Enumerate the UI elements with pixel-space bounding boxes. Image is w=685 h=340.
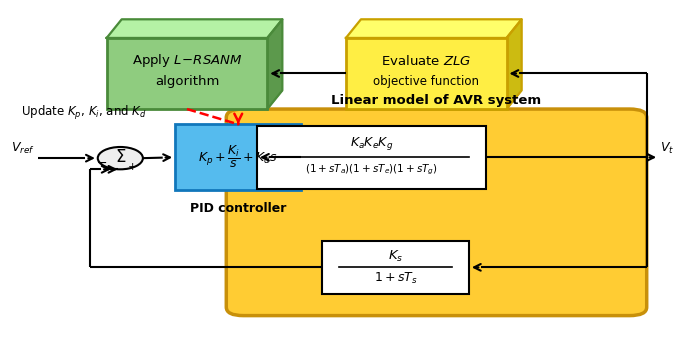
FancyBboxPatch shape [257, 126, 486, 189]
Text: Update $K_p$, $K_i$, and $K_d$: Update $K_p$, $K_i$, and $K_d$ [21, 104, 147, 122]
Polygon shape [107, 19, 282, 38]
Polygon shape [346, 19, 521, 38]
Text: $K_a K_e K_g$: $K_a K_e K_g$ [350, 135, 393, 152]
Circle shape [98, 147, 143, 169]
FancyBboxPatch shape [175, 124, 301, 190]
Text: $V_{ref}$: $V_{ref}$ [11, 141, 35, 156]
Text: $K_s$: $K_s$ [388, 249, 403, 264]
Polygon shape [267, 19, 282, 109]
Text: +: + [128, 162, 138, 171]
Text: $1 + sT_s$: $1 + sT_s$ [373, 271, 417, 286]
Text: $K_p + \dfrac{K_i}{s} + K_d s$: $K_p + \dfrac{K_i}{s} + K_d s$ [199, 144, 278, 170]
Text: $\Sigma$: $\Sigma$ [114, 148, 126, 166]
Text: −: − [97, 157, 108, 170]
Text: $V_t$: $V_t$ [660, 140, 675, 156]
Text: Apply $\mathbf{\mathit{L\!-\!RSANM}}$: Apply $\mathbf{\mathit{L\!-\!RSANM}}$ [132, 52, 242, 69]
Text: PID controller: PID controller [190, 202, 286, 216]
Text: objective function: objective function [373, 75, 480, 88]
FancyBboxPatch shape [107, 38, 267, 109]
Text: Linear model of AVR system: Linear model of AVR system [332, 94, 542, 107]
FancyBboxPatch shape [346, 38, 507, 109]
FancyBboxPatch shape [322, 241, 469, 294]
FancyBboxPatch shape [226, 109, 647, 316]
Polygon shape [507, 19, 521, 109]
Text: Evaluate $\mathbf{\mathit{ZLG}}$: Evaluate $\mathbf{\mathit{ZLG}}$ [381, 54, 471, 68]
Text: algorithm: algorithm [155, 75, 219, 88]
Text: $(1 + sT_a)(1 + sT_e)(1 + sT_g)$: $(1 + sT_a)(1 + sT_e)(1 + sT_g)$ [305, 163, 438, 177]
